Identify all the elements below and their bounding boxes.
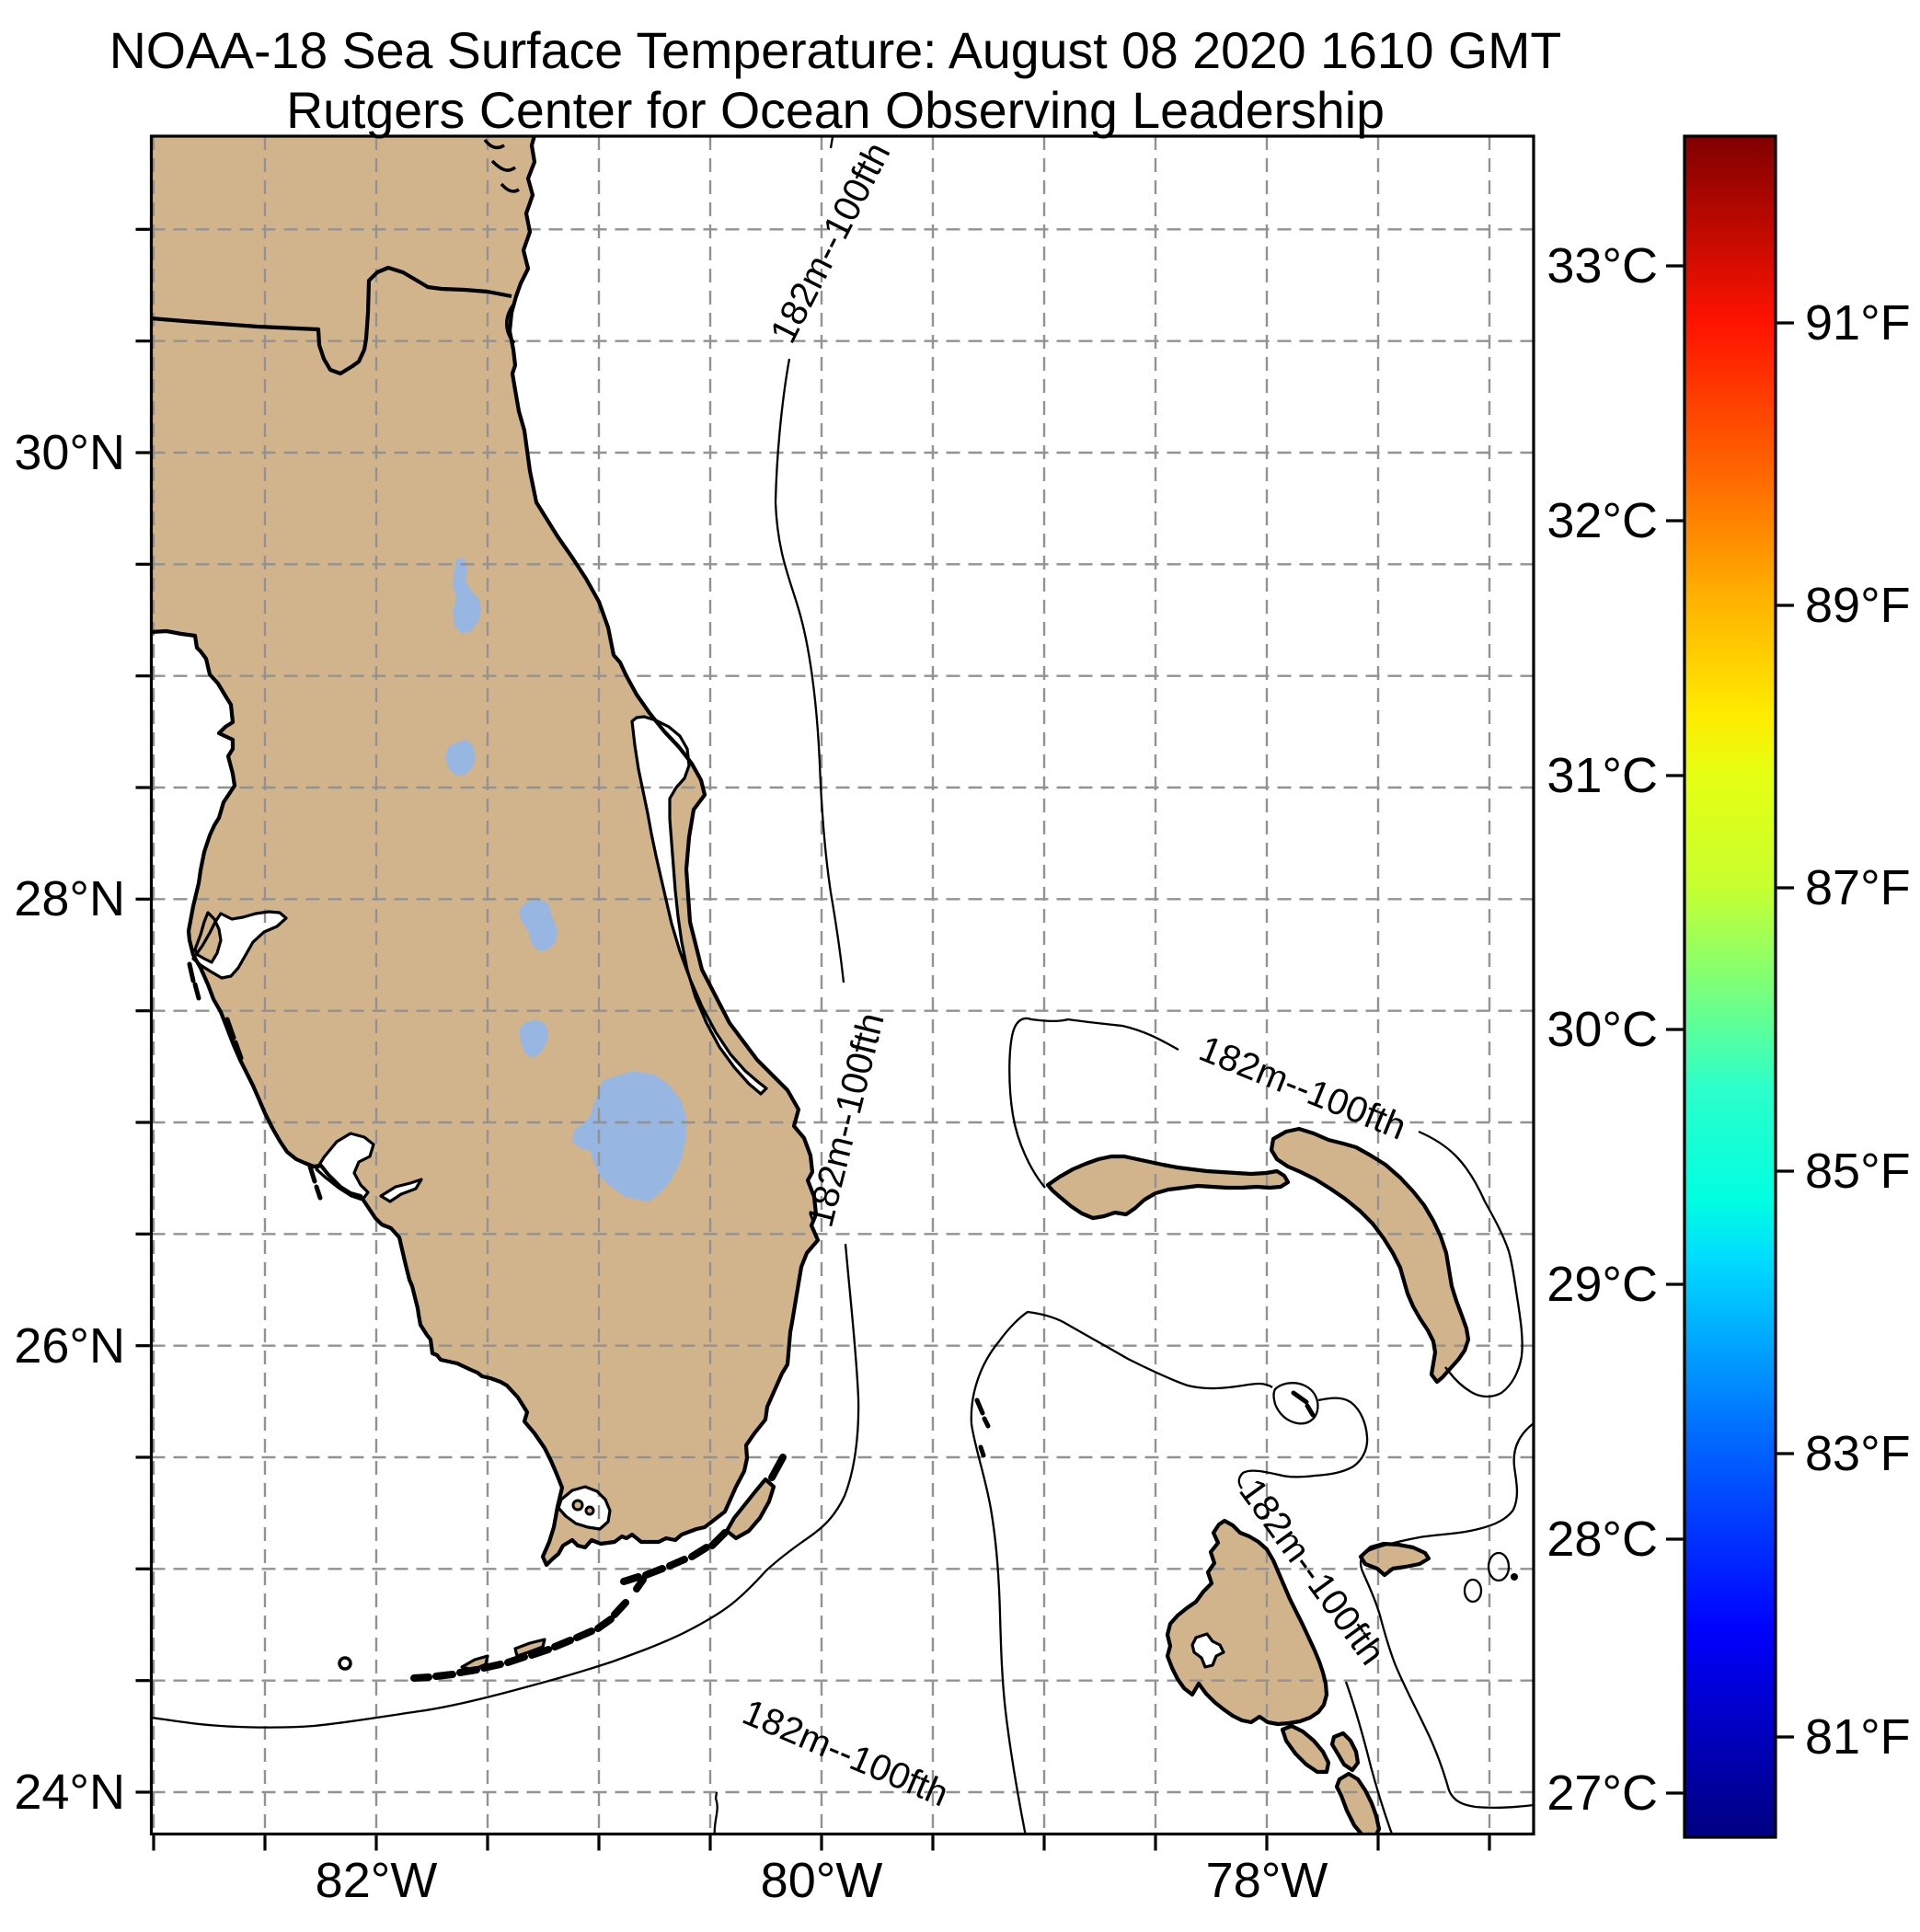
- svg-text:33°C: 33°C: [1546, 238, 1658, 293]
- svg-text:85°F: 85°F: [1805, 1144, 1911, 1199]
- svg-text:83°F: 83°F: [1805, 1426, 1911, 1481]
- svg-text:89°F: 89°F: [1805, 578, 1911, 633]
- svg-text:28°N: 28°N: [14, 871, 125, 926]
- svg-text:81°F: 81°F: [1805, 1709, 1911, 1765]
- svg-text:Rutgers Center for Ocean Obser: Rutgers Center for Ocean Observing Leade…: [286, 82, 1385, 139]
- svg-text:24°N: 24°N: [14, 1765, 125, 1820]
- svg-text:78°W: 78°W: [1206, 1853, 1328, 1908]
- svg-text:27°C: 27°C: [1546, 1765, 1658, 1821]
- svg-text:NOAA-18 Sea Surface Temperatur: NOAA-18 Sea Surface Temperature: August …: [109, 22, 1562, 79]
- svg-text:87°F: 87°F: [1805, 860, 1911, 915]
- svg-text:30°C: 30°C: [1546, 1002, 1658, 1057]
- svg-text:28°C: 28°C: [1546, 1512, 1658, 1567]
- svg-text:80°W: 80°W: [761, 1853, 883, 1908]
- svg-text:32°C: 32°C: [1546, 493, 1658, 548]
- svg-text:29°C: 29°C: [1546, 1257, 1658, 1312]
- svg-text:31°C: 31°C: [1546, 748, 1658, 803]
- svg-text:91°F: 91°F: [1805, 295, 1911, 351]
- svg-text:82°W: 82°W: [316, 1853, 438, 1908]
- svg-text:30°N: 30°N: [14, 425, 125, 480]
- svg-text:26°N: 26°N: [14, 1318, 125, 1374]
